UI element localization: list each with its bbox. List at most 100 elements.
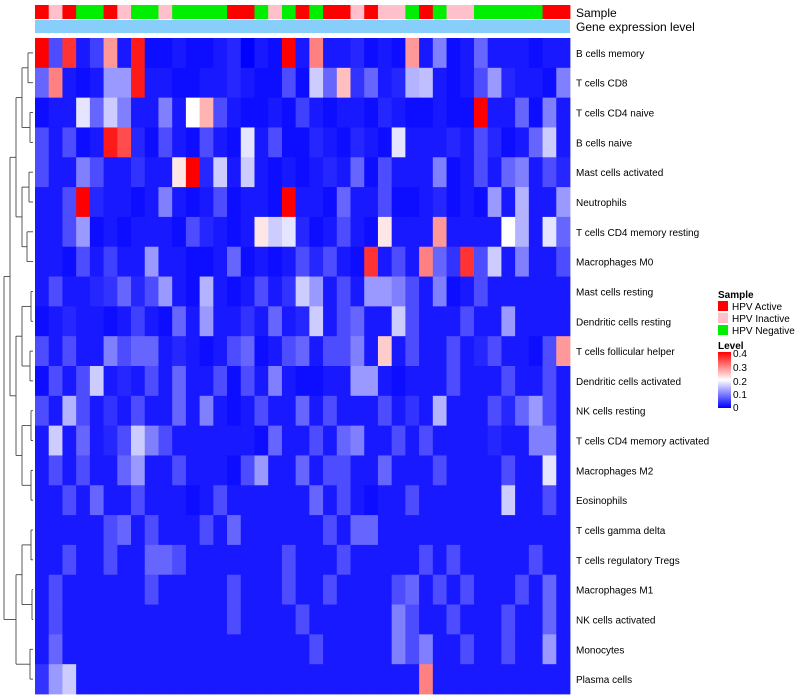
- heatmap-cell: [281, 276, 297, 307]
- heatmap-cell: [227, 366, 242, 397]
- heatmap-cell: [323, 515, 338, 546]
- heatmap-cell: [350, 515, 365, 546]
- heatmap-cell: [62, 38, 77, 69]
- heatmap-cell: [89, 515, 104, 546]
- heatmap-cell: [528, 97, 543, 128]
- heatmap-cell: [213, 246, 228, 277]
- row-dendrogram: [3, 52, 33, 680]
- heatmap-cell: [323, 187, 338, 218]
- heatmap-cell: [158, 216, 173, 248]
- heatmap-cell: [432, 306, 447, 337]
- heatmap-cell: [254, 395, 269, 427]
- heatmap-cell: [48, 634, 63, 665]
- heatmap-cell: [131, 216, 146, 248]
- heatmap-cell: [131, 67, 146, 99]
- heatmap-cell: [117, 574, 132, 605]
- heatmap-cell: [144, 336, 159, 367]
- heatmap-cell: [528, 574, 543, 605]
- heatmap-cell: [473, 246, 489, 277]
- heatmap-cell: [268, 455, 283, 486]
- heatmap-cell: [556, 97, 571, 128]
- heatmap-cell: [556, 216, 571, 248]
- sample-annotation-cell: [281, 5, 297, 19]
- row-labels: B cells memory T cells CD8 T cells CD4 nai…: [576, 49, 709, 686]
- heatmap-cell: [419, 246, 434, 277]
- heatmap-cell: [240, 306, 255, 337]
- sample-annotation-cell: [240, 5, 255, 19]
- heatmap-cell: [309, 127, 324, 158]
- heatmap-cell: [515, 127, 530, 158]
- heatmap-cell: [240, 515, 255, 546]
- heatmap-cell: [158, 604, 173, 635]
- heatmap-cell: [419, 366, 434, 397]
- heatmap-cell: [131, 276, 146, 307]
- heatmap-cell: [103, 574, 118, 605]
- heatmap-cell: [240, 157, 255, 188]
- heatmap-cell: [391, 604, 406, 635]
- heatmap-cell: [295, 395, 310, 427]
- heatmap-cell: [35, 336, 50, 367]
- sample-annotation-cell: [364, 5, 379, 19]
- heatmap-cell: [446, 187, 461, 218]
- heatmap-cell: [48, 306, 63, 337]
- heatmap-cell: [391, 246, 406, 277]
- annotation-label-gene-expression: Gene expression level: [576, 20, 695, 34]
- heatmap-cell: [460, 574, 475, 605]
- heatmap-cell: [556, 38, 571, 69]
- heatmap-cell: [377, 67, 393, 99]
- heatmap-cell: [213, 336, 228, 367]
- heatmap-cell: [515, 395, 530, 427]
- heatmap-cell: [117, 366, 132, 397]
- heatmap-cell: [35, 97, 50, 128]
- heatmap-cell: [268, 157, 283, 188]
- heatmap-cell: [364, 425, 379, 456]
- heatmap-cell: [144, 455, 159, 486]
- heatmap-cell: [185, 187, 201, 218]
- heatmap-cell: [446, 515, 461, 546]
- heatmap-cell: [542, 306, 557, 337]
- heatmap-cell: [473, 664, 489, 695]
- heatmap-cell: [487, 97, 502, 128]
- heatmap-cell: [419, 187, 434, 218]
- heatmap-cell: [528, 67, 543, 99]
- legend-label-hpv-negative: HPV Negative: [732, 326, 795, 337]
- heatmap-cell: [131, 97, 146, 128]
- heatmap-cell: [89, 157, 104, 188]
- heatmap-cell: [515, 515, 530, 546]
- heatmap-cell: [48, 544, 63, 576]
- heatmap-cell: [350, 366, 365, 397]
- heatmap-cell: [240, 574, 255, 605]
- heatmap-cell: [172, 187, 187, 218]
- heatmap-cell: [323, 276, 338, 307]
- heatmap-cell: [131, 485, 146, 516]
- level-tick-0-1: 0.1: [733, 390, 747, 401]
- heatmap-cell: [309, 574, 324, 605]
- heatmap-cell: [240, 276, 255, 307]
- heatmap-cell: [76, 67, 91, 99]
- heatmap-cell: [528, 664, 543, 695]
- heatmap-cell: [89, 38, 104, 69]
- heatmap-cell: [501, 395, 516, 427]
- heatmap-cell: [62, 276, 77, 307]
- heatmap-cell: [158, 246, 173, 277]
- heatmap-cell: [172, 574, 187, 605]
- heatmap-cell: [556, 515, 571, 546]
- heatmap-cell: [227, 634, 242, 665]
- heatmap-cell: [542, 67, 557, 99]
- heatmap-cell: [268, 187, 283, 218]
- heatmap-cell: [405, 395, 420, 427]
- heatmap-cell: [515, 38, 530, 69]
- heatmap-cell: [487, 336, 502, 367]
- heatmap-cell: [473, 515, 489, 546]
- heatmap-cell: [131, 246, 146, 277]
- heatmap-cell: [227, 38, 242, 69]
- heatmap-cell: [460, 276, 475, 307]
- heatmap-cell: [185, 276, 201, 307]
- heatmap-cell: [473, 38, 489, 69]
- heatmap-cell: [556, 634, 571, 665]
- heatmap-cell: [268, 544, 283, 576]
- heatmap-cell: [89, 67, 104, 99]
- row-label: Macrophages M2: [576, 466, 654, 477]
- heatmap-cell: [185, 425, 201, 456]
- heatmap-cell: [103, 276, 118, 307]
